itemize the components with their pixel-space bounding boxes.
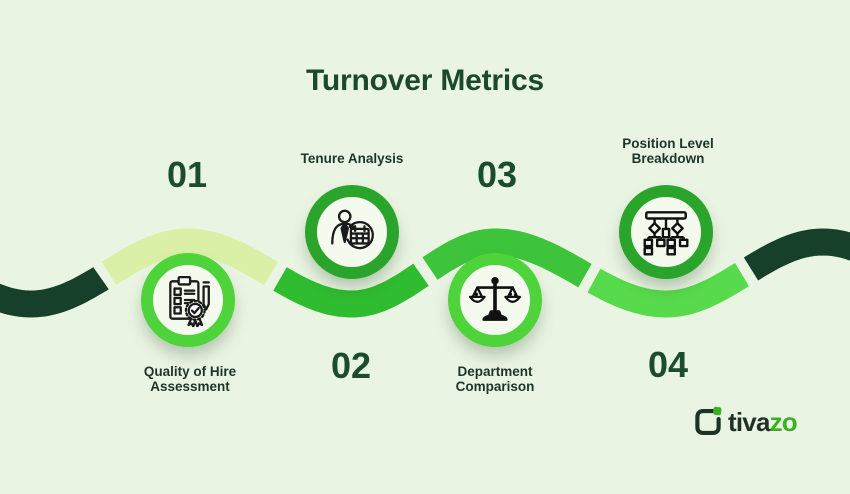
milestone-label-3-line-1: Department <box>457 364 533 379</box>
wave-segment-right-dark <box>743 228 850 281</box>
wave-segment-valley-2-green <box>273 263 429 318</box>
logo-text-tiva: tiva <box>728 407 770 437</box>
milestone-label-2-line-1: Tenure Analysis <box>300 151 404 166</box>
milestone-label-1-line-1: Quality of Hire <box>143 364 237 379</box>
milestone-label-2: Tenure Analysis <box>272 151 432 166</box>
tivazo-logo-icon <box>695 406 722 436</box>
milestone-label-3-line-2: Comparison <box>455 379 535 394</box>
milestone-label-4: Position Level Breakdown <box>588 136 748 166</box>
logo-text-zo: zo <box>769 407 798 437</box>
org-chart-icon <box>643 211 689 256</box>
logo-wordmark: tivazo <box>728 406 798 438</box>
milestone-circle-1 <box>141 253 235 347</box>
milestone-circle-2 <box>305 185 399 279</box>
milestone-number-2: 02 <box>330 345 372 386</box>
milestone-label-1-line-2: Assessment <box>150 379 230 394</box>
milestone-number-3: 03 <box>476 154 518 195</box>
wave-segment-crest-3-green <box>422 228 592 288</box>
wave-segment-crest-1-lime <box>101 228 278 286</box>
milestone-number-4: 04 <box>647 344 689 385</box>
clipboard-award-icon <box>169 276 210 327</box>
milestone-circle-3 <box>448 253 542 347</box>
person-calendar-icon <box>331 209 374 250</box>
tivazo-logo: tivazo <box>693 406 798 438</box>
wave-segment-left-dark <box>0 267 109 318</box>
milestone-circle-4 <box>619 185 713 279</box>
milestone-number-1: 01 <box>166 154 208 195</box>
milestone-label-3: Department Comparison <box>415 364 575 394</box>
balance-scale-icon <box>468 277 522 321</box>
page-title: Turnover Metrics <box>306 64 544 97</box>
milestone-label-1: Quality of Hire Assessment <box>110 364 270 394</box>
milestone-label-4-line-2: Breakdown <box>631 151 705 166</box>
wave-segment-valley-4-lightgreen <box>587 263 749 318</box>
milestone-label-4-line-1: Position Level <box>622 136 714 151</box>
